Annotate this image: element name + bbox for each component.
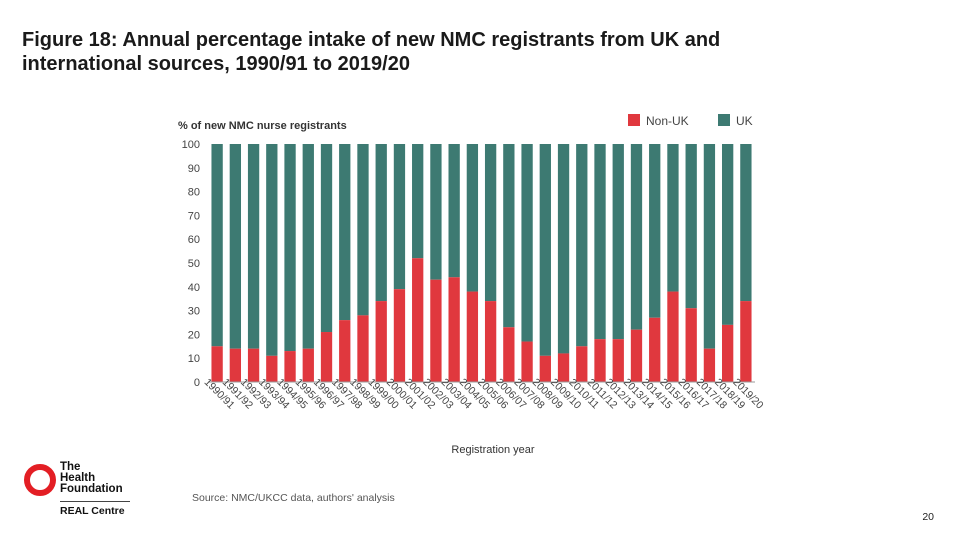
chart-container: % of new NMC nurse registrants Non-UK UK… (170, 108, 790, 463)
bar-non-uk (375, 301, 387, 382)
bar-non-uk (466, 291, 479, 382)
bar-non-uk (302, 348, 314, 382)
bar-non-uk (594, 339, 606, 382)
bar-non-uk (484, 301, 497, 382)
y-tick-label: 10 (188, 353, 200, 365)
bar-uk (484, 144, 497, 302)
bar-uk (557, 144, 570, 354)
stacked-bar-chart: % of new NMC nurse registrants Non-UK UK… (178, 114, 766, 456)
y-tick-label: 0 (194, 377, 200, 389)
y-tick-label: 40 (188, 282, 200, 294)
y-tick-label: 100 (182, 139, 200, 151)
bar-non-uk (503, 327, 515, 382)
logo-line-2: Health (60, 472, 96, 484)
bar-non-uk (211, 346, 223, 382)
y-tick-label: 90 (188, 163, 200, 175)
bar-non-uk (412, 258, 424, 382)
logo-ring-icon (24, 464, 56, 496)
bar-uk (339, 144, 351, 321)
bar-uk (612, 144, 624, 340)
bar-non-uk (721, 324, 734, 382)
bar-non-uk (630, 329, 643, 382)
bar-uk (266, 144, 278, 356)
legend: Non-UK UK (628, 114, 753, 128)
health-foundation-logo: The Health Foundation REAL Centre (22, 460, 142, 520)
legend-swatch-uk (718, 114, 730, 126)
bar-non-uk (266, 355, 278, 382)
title-line-2: international sources, 1990/91 to 2019/2… (22, 53, 410, 75)
y-tick-label: 30 (188, 306, 200, 318)
bar-uk (630, 144, 643, 330)
y-axis-label: % of new NMC nurse registrants (178, 120, 347, 132)
legend-swatch-non-uk (628, 114, 640, 126)
bar-non-uk (703, 348, 716, 382)
source-note: Source: NMC/UKCC data, authors' analysis (192, 492, 395, 504)
bar-uk (229, 144, 242, 349)
bar-uk (503, 144, 515, 328)
bar-uk (740, 144, 752, 302)
bar-uk (302, 144, 314, 349)
slide-title: Figure 18: Annual percentage intake of n… (22, 28, 922, 76)
y-tick-label: 20 (188, 329, 200, 341)
bar-non-uk (320, 332, 333, 382)
bar-uk (703, 144, 716, 349)
x-axis-label: Registration year (451, 444, 534, 456)
bar-uk (284, 144, 296, 352)
x-axis-ticks: 1990/911991/921992/931993/941994/951995/… (202, 376, 766, 411)
bar-uk (539, 144, 551, 356)
page-number: 20 (922, 511, 934, 523)
bar-uk (466, 144, 479, 292)
y-tick-label: 50 (188, 258, 200, 270)
bar-uk (685, 144, 697, 309)
bar-non-uk (539, 355, 551, 382)
logo-subtitle: REAL Centre (60, 501, 130, 517)
bar-non-uk (284, 351, 296, 382)
bar-non-uk (247, 348, 260, 382)
bar-uk (448, 144, 460, 278)
bar-uk (412, 144, 424, 259)
bar-uk (721, 144, 734, 325)
y-tick-label: 80 (188, 187, 200, 199)
bar-non-uk (229, 348, 242, 382)
bar-uk (375, 144, 387, 302)
bar-uk (320, 144, 333, 333)
bar-non-uk (357, 315, 369, 382)
bar-uk (667, 144, 679, 292)
logo-line-3: Foundation (60, 483, 123, 495)
logo-wordmark: The Health Foundation (60, 461, 123, 495)
y-axis-ticks: 0 10 20 30 40 50 60 70 80 90 100 (182, 139, 200, 389)
bar-non-uk (740, 301, 752, 382)
bar-non-uk (612, 339, 624, 382)
bar-non-uk (430, 279, 442, 382)
bar-non-uk (685, 308, 697, 382)
bar-uk (247, 144, 260, 349)
bar-uk (357, 144, 369, 316)
logo-line-1: The (60, 461, 81, 473)
legend-label-non-uk: Non-UK (646, 114, 689, 128)
bar-uk (521, 144, 533, 342)
y-tick-label: 70 (188, 210, 200, 222)
bar-uk (211, 144, 223, 347)
y-tick-label: 60 (188, 234, 200, 246)
bar-uk (649, 144, 661, 318)
bars (211, 144, 752, 382)
bar-non-uk (667, 291, 679, 382)
bar-non-uk (448, 277, 460, 382)
bar-non-uk (521, 341, 533, 382)
bar-non-uk (576, 346, 588, 382)
bar-uk (594, 144, 606, 340)
bar-uk (576, 144, 588, 347)
title-line-1: Figure 18: Annual percentage intake of n… (22, 29, 721, 51)
bar-uk (430, 144, 442, 280)
bar-non-uk (557, 353, 570, 382)
bar-non-uk (393, 289, 406, 382)
bar-non-uk (339, 320, 351, 382)
bar-uk (393, 144, 406, 290)
bar-non-uk (649, 317, 661, 382)
legend-label-uk: UK (736, 114, 753, 128)
